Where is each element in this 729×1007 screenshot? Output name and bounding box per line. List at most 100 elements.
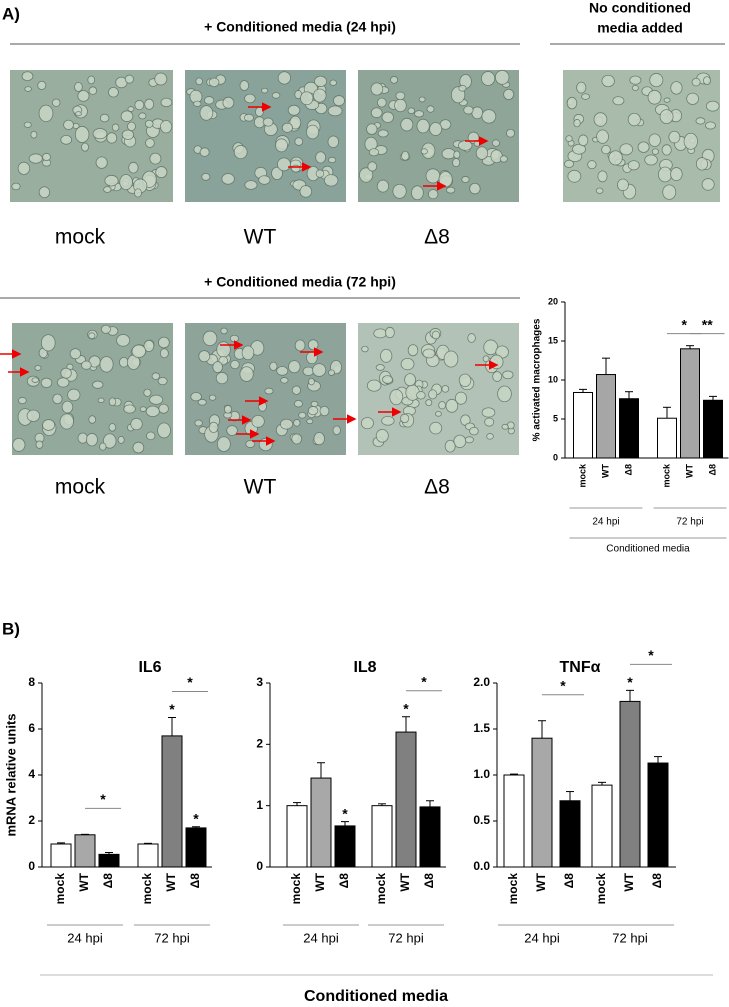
cell bbox=[306, 351, 318, 365]
cell bbox=[97, 397, 105, 404]
group-label: 72 hpi bbox=[612, 930, 648, 945]
cell bbox=[441, 148, 456, 160]
y-tick-label: 0.5 bbox=[473, 813, 490, 827]
cell bbox=[293, 399, 303, 408]
cell bbox=[381, 111, 394, 123]
significance: ** bbox=[702, 316, 713, 332]
cell bbox=[291, 385, 301, 395]
cell bbox=[445, 398, 459, 413]
cell bbox=[203, 96, 215, 105]
cell bbox=[37, 80, 47, 90]
cell bbox=[629, 75, 642, 85]
cell bbox=[226, 425, 238, 436]
bar bbox=[591, 784, 613, 868]
group-label: 24 hpi bbox=[67, 930, 103, 945]
cell bbox=[23, 121, 32, 128]
cell bbox=[431, 330, 441, 340]
cell bbox=[88, 415, 97, 424]
cell bbox=[149, 394, 164, 405]
cell bbox=[279, 418, 294, 430]
cell bbox=[111, 123, 120, 132]
image-label: Δ8 bbox=[424, 226, 450, 249]
cell bbox=[81, 360, 92, 370]
cell bbox=[132, 441, 145, 454]
cell bbox=[686, 92, 699, 105]
cell bbox=[30, 130, 38, 139]
x-tick-label: mock bbox=[374, 873, 388, 905]
cell bbox=[99, 442, 107, 451]
cell bbox=[216, 341, 231, 358]
panel-label: A) bbox=[2, 4, 20, 23]
cell bbox=[143, 388, 152, 397]
cell bbox=[471, 106, 484, 120]
cell bbox=[705, 121, 716, 130]
cell bbox=[193, 100, 202, 107]
cell bbox=[411, 185, 424, 201]
y-tick-label: 4 bbox=[28, 767, 35, 781]
cell bbox=[26, 409, 41, 422]
cell bbox=[74, 125, 90, 143]
cell bbox=[501, 423, 509, 430]
cell bbox=[38, 186, 51, 199]
cell bbox=[392, 183, 407, 199]
cell bbox=[195, 77, 203, 86]
cell bbox=[241, 345, 255, 361]
cell bbox=[505, 128, 516, 138]
cell bbox=[261, 87, 269, 94]
cell bbox=[441, 385, 450, 393]
cell bbox=[366, 379, 382, 392]
cell bbox=[637, 141, 650, 153]
bar bbox=[619, 398, 639, 459]
cell bbox=[361, 345, 369, 353]
cell bbox=[229, 334, 239, 343]
y-tick-label: 2 bbox=[256, 737, 263, 751]
cell bbox=[565, 135, 573, 143]
x-tick-label: WT bbox=[600, 464, 610, 478]
bar bbox=[286, 805, 308, 868]
cell bbox=[291, 433, 303, 445]
cell bbox=[299, 185, 313, 198]
cell bbox=[695, 157, 709, 171]
group-label: 24 hpi bbox=[303, 930, 339, 945]
chart-title: TNFα bbox=[560, 659, 601, 676]
cell bbox=[377, 129, 389, 138]
cell bbox=[578, 134, 589, 147]
cell bbox=[108, 397, 117, 407]
cell bbox=[631, 85, 640, 91]
significance: * bbox=[187, 674, 193, 690]
cell bbox=[306, 418, 314, 425]
cell bbox=[703, 76, 711, 86]
cell bbox=[597, 170, 608, 183]
cell bbox=[208, 394, 217, 401]
y-tick-label: 1 bbox=[256, 798, 263, 812]
significance: * bbox=[403, 700, 409, 716]
cell bbox=[127, 106, 135, 112]
cell bbox=[458, 140, 473, 151]
bar bbox=[680, 348, 700, 459]
bar bbox=[503, 774, 525, 868]
cell bbox=[63, 119, 74, 130]
x-tick-label: mock bbox=[594, 873, 608, 905]
cell bbox=[244, 113, 254, 122]
cell bbox=[280, 377, 289, 384]
cell bbox=[133, 188, 142, 198]
cell bbox=[327, 105, 343, 117]
cell bbox=[366, 123, 378, 135]
x-tick-label: WT bbox=[534, 872, 548, 891]
cell bbox=[312, 363, 327, 377]
y-tick-label: 20 bbox=[548, 296, 558, 306]
cell bbox=[157, 422, 171, 439]
bar bbox=[596, 374, 616, 459]
cell bbox=[103, 186, 112, 193]
x-tick-label: Δ8 bbox=[101, 873, 115, 889]
cell bbox=[28, 153, 43, 164]
cell bbox=[128, 161, 139, 174]
cell bbox=[427, 189, 439, 200]
cell bbox=[124, 74, 134, 84]
y-axis-label: % activated macrophages bbox=[532, 318, 543, 441]
cell bbox=[443, 350, 459, 368]
y-tick-label: 10 bbox=[548, 374, 558, 384]
cell bbox=[663, 97, 671, 103]
cell bbox=[277, 157, 291, 172]
cell bbox=[313, 432, 325, 446]
